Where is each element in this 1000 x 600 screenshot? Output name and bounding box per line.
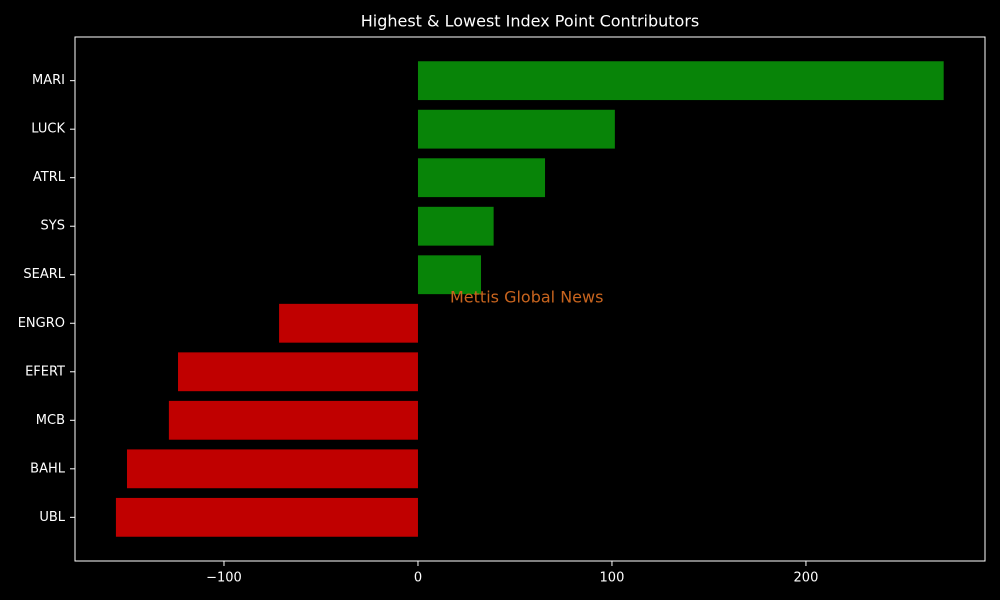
bar [178, 352, 418, 392]
y-tick-label: EFERT [25, 364, 65, 379]
chart-title: Highest & Lowest Index Point Contributor… [361, 12, 700, 31]
y-tick-label: SYS [41, 219, 65, 234]
bar [168, 400, 418, 440]
y-tick-label: LUCK [31, 122, 65, 137]
x-tick-label: −100 [206, 571, 242, 586]
y-tick-label: UBL [39, 510, 65, 525]
watermark: Mettis Global News [450, 288, 603, 307]
bar [115, 497, 418, 537]
bar [417, 206, 494, 246]
bar [417, 109, 615, 149]
bar [126, 449, 418, 489]
x-tick-label: 0 [414, 571, 422, 586]
y-tick-label: MARI [32, 73, 65, 88]
plot-frame [74, 36, 986, 562]
y-tick-label: SEARL [23, 267, 65, 282]
y-tick-label: BAHL [30, 461, 66, 476]
y-tick-label: ATRL [33, 170, 66, 185]
y-tick-label: MCB [36, 413, 65, 428]
bar [417, 158, 546, 198]
bar [417, 61, 944, 101]
x-tick-label: 200 [794, 571, 819, 586]
y-tick-label: ENGRO [18, 316, 65, 331]
bar [417, 255, 482, 295]
x-tick-label: 100 [600, 571, 625, 586]
bar [279, 303, 418, 343]
